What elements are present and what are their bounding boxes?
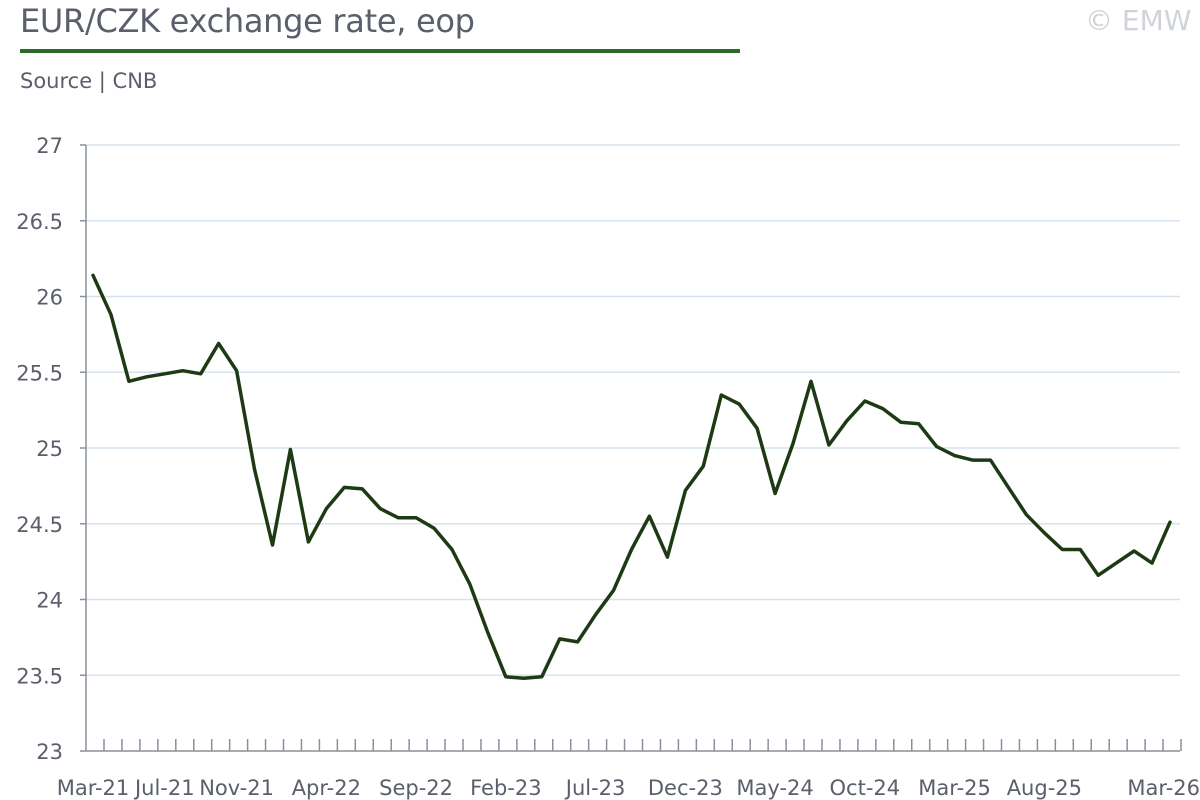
source-label: Source | CNB [20,69,158,93]
data-point [1132,549,1136,553]
x-tick-label: Mar-21 [57,776,130,800]
data-point [217,341,221,345]
y-tick-label: 23.5 [16,664,63,688]
data-point [1078,548,1082,552]
data-point [935,444,939,448]
data-point [414,516,418,520]
data-point [845,419,849,423]
data-point [522,676,526,680]
x-tick-label: Dec-23 [648,776,723,800]
copyright-label: © EMW [1085,4,1192,37]
y-tick-label: 27 [36,134,63,158]
y-tick-label: 24 [36,589,63,613]
x-tick-label: Nov-21 [199,776,274,800]
data-point [145,375,149,379]
x-tick-label: Sep-22 [379,776,453,800]
chart-title: EUR/CZK exchange rate, eop [20,2,475,40]
y-tick-labels: 23 23.5 24 24.5 25 25.5 26 26.5 27 [16,134,63,764]
x-tick-label: Oct-24 [830,776,901,800]
data-point [163,372,167,376]
data-point [558,637,562,641]
x-tick-label: Mar-25 [918,776,991,800]
data-point [576,640,580,644]
data-point [791,441,795,445]
data-point [1006,485,1010,489]
data-point [647,514,651,518]
data-point [737,402,741,406]
data-point [701,464,705,468]
y-tick-label: 26 [36,286,63,310]
data-point [594,613,598,617]
data-point [288,448,292,452]
data-point [271,543,275,547]
x-tick-label: Jul-23 [564,776,626,800]
data-point [1042,531,1046,535]
data-point [360,487,364,491]
data-point [432,526,436,530]
data-point [1150,561,1154,565]
data-point [630,548,634,552]
series-layer [91,273,1172,681]
data-point [1168,520,1172,524]
data-point [486,631,490,635]
data-point [953,454,957,458]
data-point [306,540,310,544]
series-line [91,273,1172,681]
data-point [235,369,239,373]
data-point [755,426,759,430]
data-point [199,372,203,376]
data-point [504,675,508,679]
data-point [1060,548,1064,552]
y-tick-label: 26.5 [16,210,63,234]
x-tick-label: Feb-23 [470,776,541,800]
data-point [665,555,669,559]
data-point [683,488,687,492]
data-point [1024,513,1028,517]
data-point [989,458,993,462]
x-tick-labels: Mar-21 Jul-21 Nov-21 Apr-22 Sep-22 Feb-23 Jul-… [57,776,1200,800]
data-point [773,491,777,495]
data-point [342,485,346,489]
data-point [612,588,616,592]
x-tick-label: Jul-21 [133,776,195,800]
data-point [540,675,544,679]
data-point [91,273,95,277]
grid-lines [86,144,1180,676]
data-point [181,369,185,373]
y-tick-label: 24.5 [16,513,63,537]
data-point [917,422,921,426]
data-point [1114,561,1118,565]
data-point [127,379,131,383]
data-point [1096,573,1100,577]
data-point [827,443,831,447]
data-point [899,420,903,424]
y-tick-label: 23 [36,740,63,764]
y-tick-label: 25 [36,437,63,461]
data-point [809,379,813,383]
x-tick-label: Aug-25 [1007,776,1082,800]
data-point [719,393,723,397]
data-point [396,516,400,520]
data-point [971,458,975,462]
x-tick-label: Mar-26 [1127,776,1200,800]
y-tick-label: 25.5 [16,361,63,385]
data-point [468,582,472,586]
title-underline [20,49,740,53]
data-point [378,507,382,511]
data-point [881,407,885,411]
x-tick-label: May-24 [736,776,813,800]
data-point [450,548,454,552]
x-tick-label: Apr-22 [292,776,361,800]
axes [80,144,1182,752]
data-point [109,313,113,317]
data-point [253,467,257,471]
data-point [324,507,328,511]
data-point [863,399,867,403]
